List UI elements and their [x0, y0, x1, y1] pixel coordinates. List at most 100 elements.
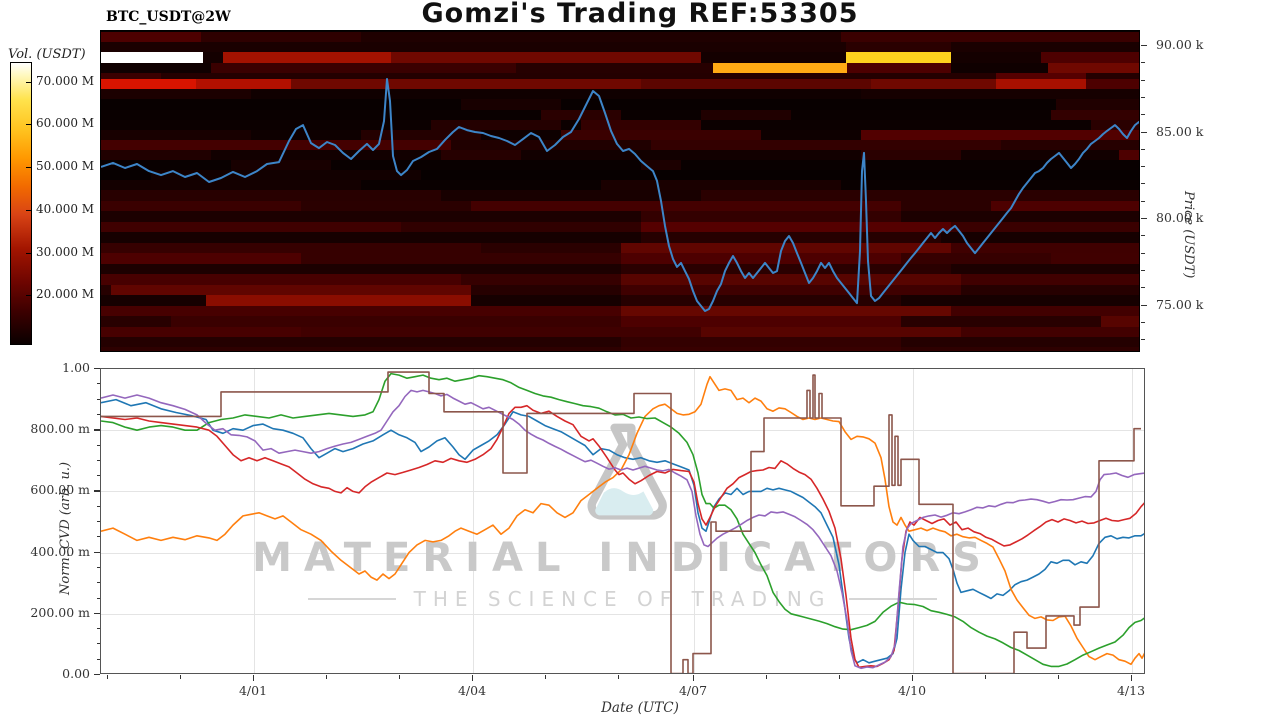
- heatmap-cell: [151, 170, 421, 180]
- cvd-minor-tick: [96, 398, 100, 400]
- cvd-minor-tick: [96, 674, 100, 675]
- cvd-minor-tick: [96, 582, 100, 584]
- page-title: Gomzi's Trading REF:53305: [421, 0, 859, 29]
- date-axis-title: Date (UTC): [601, 700, 679, 716]
- cvd-minor-tick: [96, 444, 100, 446]
- cvd-minor-tick: [96, 597, 100, 599]
- price-minor-tick: [1141, 269, 1145, 271]
- price-minor-tick: [1141, 235, 1145, 237]
- date-minor-tick: [545, 675, 546, 679]
- heatmap-cell: [621, 274, 961, 285]
- cvd-minor-tick: [96, 505, 100, 507]
- heatmap-cell: [101, 130, 251, 140]
- symbol-timeframe-label: BTC_USDT@2W: [106, 9, 231, 25]
- date-minor-tick: [180, 675, 181, 679]
- heatmap-cell: [1041, 52, 1139, 63]
- heatmap-band: [101, 316, 1139, 327]
- heatmap-cell: [861, 150, 961, 160]
- date-tick: [253, 675, 255, 681]
- heatmap-cell: [516, 63, 713, 73]
- heatmap-cell: [1051, 253, 1139, 264]
- heatmap-cell: [621, 347, 901, 351]
- heatmap-cell: [601, 180, 841, 190]
- heatmap-cell: [111, 285, 471, 295]
- heatmap-cell: [621, 337, 901, 347]
- price-minor-tick: [1141, 45, 1145, 46]
- heatmap-band: [101, 306, 1139, 316]
- heatmap-cell: [231, 160, 331, 170]
- colorbar-tick-label: 70.000 M: [36, 74, 95, 88]
- price-minor-tick: [1141, 183, 1145, 185]
- heatmap-cell: [301, 327, 701, 337]
- heatmap-cell: [951, 222, 1139, 232]
- heatmap-band: [101, 160, 1139, 170]
- heatmap-cell: [211, 63, 516, 73]
- heatmap-cell: [101, 73, 161, 79]
- heatmap-cell: [621, 285, 961, 295]
- heatmap-cell: [471, 201, 901, 211]
- price-minor-tick: [1141, 218, 1145, 219]
- colorbar-tick-label: 30.000 M: [36, 245, 95, 259]
- heatmap-cell: [701, 110, 791, 120]
- heatmap-cell: [101, 306, 621, 316]
- cvd-chart-panel: MATERIAL INDICATORS THE SCIENCE OF TRADI…: [100, 368, 1145, 674]
- heatmap-cell: [581, 120, 701, 130]
- heatmap-cell: [101, 79, 196, 89]
- heatmap-cell: [196, 79, 291, 89]
- colorbar-tick-label: 50.000 M: [36, 159, 95, 173]
- heatmap-band: [101, 190, 1139, 201]
- heatmap-cell: [991, 201, 1139, 211]
- cvd-minor-tick: [96, 658, 100, 660]
- cvd-minor-tick: [96, 490, 100, 492]
- cvd-tick-label: 0.00: [62, 666, 90, 681]
- cvd-tick-label: 600.00 m: [30, 482, 90, 498]
- heatmap-band: [101, 150, 1139, 160]
- heatmap-cell: [713, 63, 847, 73]
- cvd-minor-tick: [96, 566, 100, 568]
- heatmap-cell: [101, 201, 301, 211]
- heatmap-cell: [361, 130, 481, 140]
- colorbar-tick: [26, 253, 31, 254]
- price-minor-tick: [1141, 200, 1145, 202]
- heatmap-band: [101, 327, 1139, 337]
- cvd-minor-tick: [96, 536, 100, 538]
- cvd-minor-tick: [96, 521, 100, 522]
- price-minor-tick: [1141, 131, 1145, 133]
- price-minor-tick: [1141, 148, 1145, 150]
- heatmap-band: [101, 243, 1139, 253]
- heatmap-band: [101, 337, 1139, 347]
- heatmap-cell: [101, 52, 203, 63]
- date-minor-tick: [985, 675, 986, 679]
- cvd-minor-tick: [96, 551, 100, 553]
- price-minor-tick: [1141, 287, 1145, 289]
- colorbar-tick: [26, 210, 31, 211]
- date-tick-label: 4/01: [238, 683, 268, 698]
- price-tick-label: 75.00 k: [1156, 296, 1204, 312]
- cvd-lines: [101, 371, 1144, 673]
- heatmap-cell: [101, 190, 441, 201]
- date-minor-tick: [326, 675, 327, 679]
- heatmap-cell: [101, 150, 211, 160]
- heatmap-cell: [1048, 63, 1139, 73]
- heatmap-cell: [101, 243, 481, 253]
- colorbar-tick: [26, 124, 31, 125]
- price-tick-label: 85.00 k: [1156, 123, 1204, 139]
- colorbar-tick: [26, 295, 31, 296]
- heatmap-cell: [101, 32, 201, 42]
- heatmap-band: [101, 264, 1139, 274]
- heatmap-band: [101, 63, 1139, 73]
- heatmap-band: [101, 140, 1139, 150]
- heatmap-cell: [651, 140, 1001, 150]
- heatmap-cell: [621, 243, 951, 253]
- heatmap-band: [101, 295, 1139, 306]
- heatmap-band: [101, 99, 1139, 110]
- cvd-minor-tick: [96, 429, 100, 431]
- price-minor-tick: [1141, 321, 1145, 323]
- heatmap-band: [101, 32, 1139, 42]
- heatmap-cell: [846, 52, 951, 63]
- heatmap-cell: [641, 211, 901, 222]
- gridline-horizontal: [101, 613, 1144, 615]
- price-minor-tick: [1141, 339, 1145, 341]
- date-minor-tick: [1058, 675, 1059, 679]
